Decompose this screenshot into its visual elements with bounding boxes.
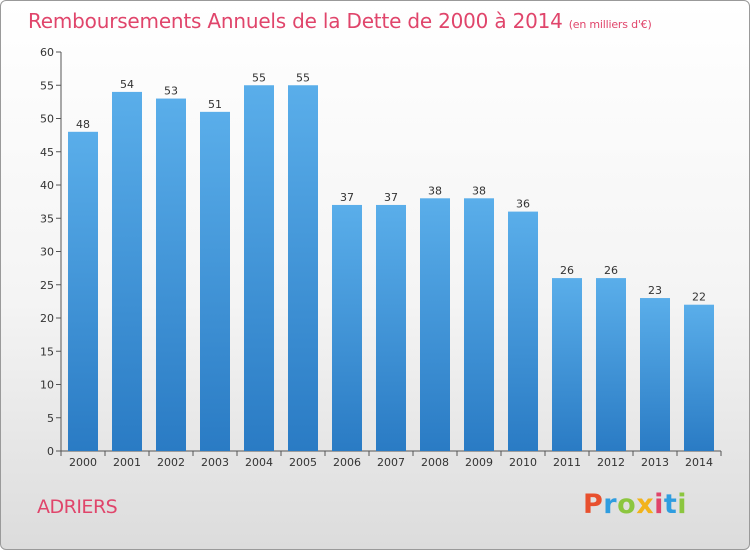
logo-letter: i [654,489,664,520]
y-tick-label: 20 [40,312,54,325]
x-tick-label: 2013 [641,456,669,469]
bar-value-label: 23 [648,284,662,297]
x-tick-label: 2003 [201,456,229,469]
bar-value-label: 55 [252,71,266,84]
bar[interactable] [552,278,582,451]
x-tick-label: 2004 [245,456,273,469]
chart-title-text: Remboursements Annuels de la Dette de 20… [28,9,563,33]
x-tick-label: 2010 [509,456,537,469]
x-tick-label: 2001 [113,456,141,469]
bar[interactable] [332,204,362,451]
x-tick-label: 2014 [685,456,713,469]
y-tick-label: 25 [40,279,54,292]
y-tick-label: 50 [40,113,54,126]
y-tick-label: 60 [40,46,54,59]
y-tick-label: 10 [40,379,54,392]
x-tick-label: 2012 [597,456,625,469]
y-tick-label: 30 [40,246,54,259]
y-tick-label: 5 [47,412,54,425]
bar[interactable] [200,111,230,451]
y-tick-label: 45 [40,146,54,159]
bar[interactable] [596,278,626,451]
logo-letter: t [663,489,678,520]
bar-value-label: 51 [208,98,222,111]
logo-letter: o [617,489,637,520]
bar[interactable] [244,85,274,451]
x-tick-label: 2005 [289,456,317,469]
logo-letter: i [677,489,688,520]
bar[interactable] [508,211,538,451]
bars [68,85,714,452]
logo-letter: x [636,489,655,520]
bar-value-label: 26 [560,264,574,277]
x-tick-label: 2011 [553,456,581,469]
bar-value-label: 37 [340,191,354,204]
x-tick-label: 2008 [421,456,449,469]
bar[interactable] [376,204,406,451]
logo-letter: r [603,489,618,520]
x-tick-label: 2009 [465,456,493,469]
bar-value-label: 54 [120,78,134,91]
proxiti-logo[interactable]: Proxiti [583,489,687,520]
bar-value-label: 38 [472,184,486,197]
x-tick-label: 2006 [333,456,361,469]
y-tick-label: 15 [40,345,54,358]
bar-value-label: 36 [516,198,530,211]
y-tick-label: 55 [40,79,54,92]
commune-name: ADRIERS [37,496,118,518]
bar-value-label: 37 [384,191,398,204]
bar-value-label: 53 [164,85,178,98]
bar[interactable] [288,85,318,451]
y-axis: 0 5 10 15 20 25 30 35 40 45 50 55 60 [40,46,62,458]
bar[interactable] [420,198,450,451]
x-tick-label: 2000 [69,456,97,469]
x-tick-label: 2002 [157,456,185,469]
logo-letter: P [583,489,604,520]
bar-value-label: 22 [692,291,706,304]
value-labels: 48 54 53 51 55 55 37 37 38 38 36 26 26 23 22 [76,71,706,303]
bar[interactable] [464,198,494,451]
x-axis: 2000 2001 2002 2003 2004 2005 2006 2007 2008 2009… [60,450,722,469]
x-tick-label: 2007 [377,456,405,469]
chart-subtitle: (en milliers d'€) [568,18,652,31]
bar-value-label: 48 [76,118,90,131]
chart-title: Remboursements Annuels de la Dette de 20… [28,9,652,33]
bar[interactable] [112,91,142,452]
bar[interactable] [640,298,670,451]
bar-value-label: 26 [604,264,618,277]
bar-value-label: 55 [296,71,310,84]
bar[interactable] [68,131,98,452]
y-tick-label: 35 [40,212,54,225]
y-tick-label: 40 [40,179,54,192]
bar-value-label: 38 [428,184,442,197]
bar[interactable] [684,304,714,451]
bar[interactable] [156,98,186,452]
y-tick-label: 0 [47,445,54,458]
